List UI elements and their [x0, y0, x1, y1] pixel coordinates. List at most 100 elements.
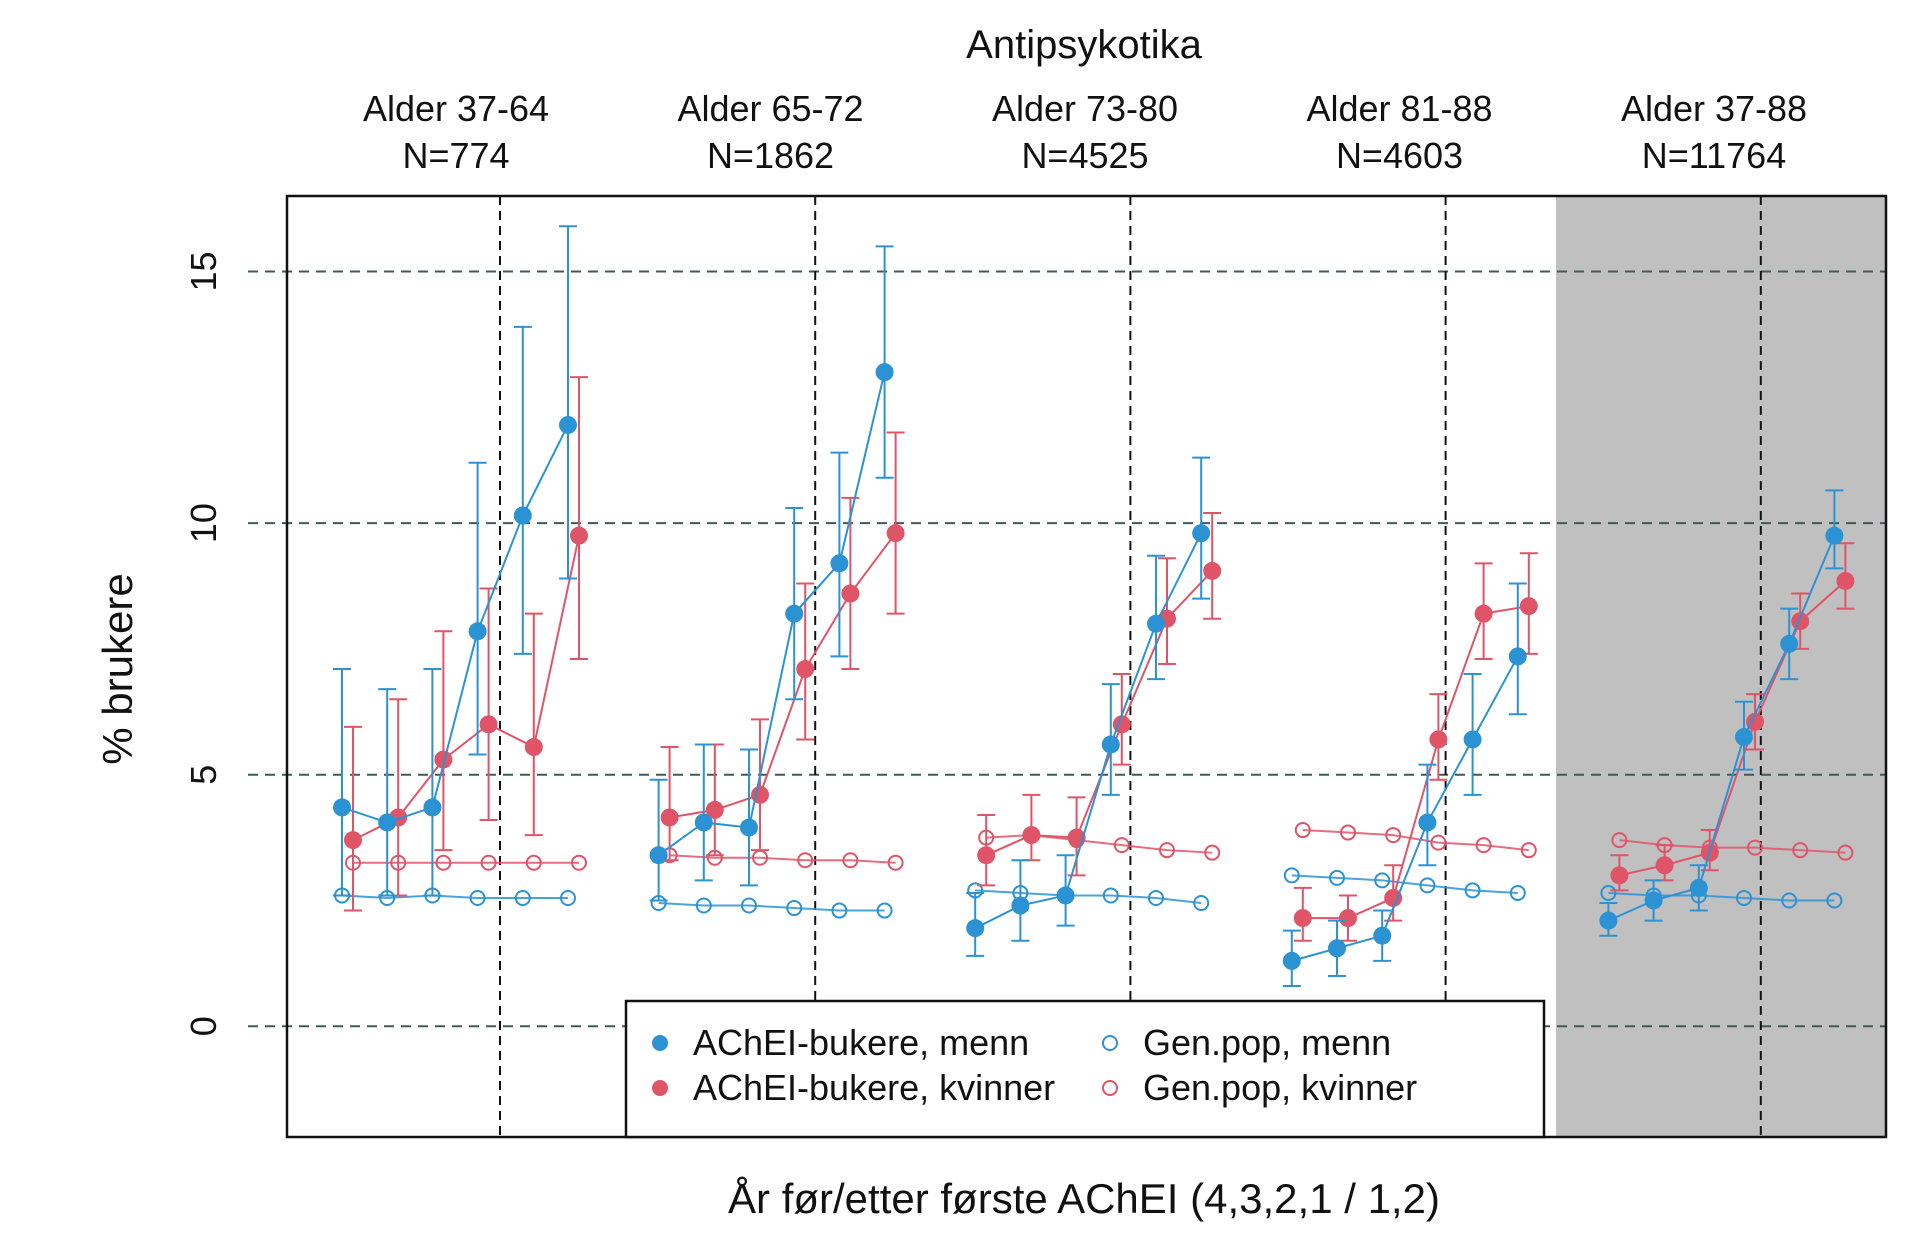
achei_menn-point: [378, 813, 397, 832]
achei_menn-point: [1328, 939, 1346, 958]
genpop_menn-point: [1102, 887, 1119, 904]
panel-age-label: Alder 65-72: [677, 88, 863, 129]
genpop_kvinner-point: [1159, 842, 1175, 859]
genpop_menn-point: [1826, 892, 1843, 909]
genpop_menn-point: [1600, 884, 1617, 901]
genpop_menn-point: [560, 889, 576, 906]
genpop_kvinner-point: [1340, 824, 1356, 841]
achei_menn-point: [1011, 896, 1030, 915]
achei_menn-point: [1735, 727, 1753, 746]
achei_kvinner-line: [985, 570, 1213, 857]
achei_kvinner-point: [1293, 909, 1312, 928]
achei_menn-line: [1291, 655, 1519, 962]
genpop_menn-point: [514, 889, 531, 906]
achei_kvinner-point: [1519, 597, 1538, 616]
genpop_kvinner-line: [986, 834, 1213, 854]
chart-title: Antipsykotika: [966, 23, 1202, 67]
genpop_kvinner-point: [1475, 837, 1492, 854]
panel-n-label: N=11764: [1642, 135, 1786, 176]
y-tick-label: 10: [183, 503, 224, 543]
genpop_menn-point: [1419, 877, 1436, 894]
achei_menn-point: [1101, 735, 1120, 754]
achei_menn-point: [966, 919, 985, 938]
achei_kvinner-point: [705, 800, 724, 819]
genpop_kvinner-point: [1294, 822, 1311, 839]
achei_kvinner-point: [1655, 856, 1674, 875]
y-tick-label: 0: [183, 1016, 224, 1036]
achei_kvinner-point: [524, 738, 543, 757]
genpop_kvinner-point: [1385, 827, 1402, 844]
legend-label: AChEI-bukere, kvinner: [693, 1067, 1055, 1108]
achei_menn-line: [658, 371, 886, 857]
genpop_menn-point: [786, 900, 803, 917]
achei_kvinner-point: [1022, 826, 1041, 845]
achei_kvinner-point: [1429, 730, 1448, 749]
panel-age-label: Alder 37-64: [363, 88, 549, 129]
genpop_menn-point: [1148, 889, 1164, 906]
achei_kvinner-point: [1203, 561, 1222, 580]
achei_menn-point: [1373, 926, 1392, 945]
achei_menn-point: [1599, 911, 1618, 930]
panel-n-label: N=4525: [1021, 135, 1148, 176]
achei_menn-point: [423, 798, 442, 817]
genpop_kvinner-point: [525, 854, 542, 871]
genpop_kvinner-point: [435, 854, 452, 871]
panel-age-label: Alder 81-88: [1306, 88, 1492, 129]
genpop_menn-point: [469, 889, 486, 906]
genpop_menn-point: [1283, 867, 1300, 884]
genpop_menn-point: [1193, 895, 1210, 912]
panel-age-label: Alder 73-80: [992, 88, 1178, 129]
genpop_kvinner-point: [1113, 837, 1130, 854]
genpop_kvinner-point: [887, 854, 904, 871]
achei_menn-point: [1780, 634, 1799, 653]
genpop_kvinner-point: [571, 854, 587, 871]
genpop_menn-point: [741, 897, 757, 914]
panel-n-label: N=4603: [1336, 135, 1463, 176]
y-tick-label: 5: [183, 765, 224, 785]
genpop_menn-line: [975, 889, 1202, 905]
genpop_menn-point: [831, 902, 848, 919]
genpop_kvinner-line: [1302, 829, 1529, 852]
genpop_kvinner-point: [1204, 844, 1221, 861]
achei_kvinner-point: [1384, 888, 1403, 907]
legend-label: Gen.pop, menn: [1143, 1022, 1391, 1063]
achei_menn-point: [1282, 951, 1301, 970]
x-axis-label: År før/etter første AChEI (4,3,2,1 / 1,2…: [728, 1175, 1440, 1222]
genpop_kvinner-point: [1430, 834, 1447, 851]
achei_kvinner-point: [570, 526, 588, 545]
genpop_menn-point: [876, 902, 893, 919]
genpop_menn-line: [341, 894, 568, 899]
genpop_kvinner-point: [797, 852, 814, 869]
legend-marker-genpop_kvinner: [1102, 1080, 1118, 1096]
achei_kvinner-point: [344, 831, 362, 850]
achei_menn-point: [740, 818, 758, 837]
panel-n-label: N=1862: [707, 135, 834, 176]
legend-marker-achei_kvinner: [652, 1080, 668, 1096]
achei_kvinner-point: [1791, 612, 1810, 631]
legend-box: [624, 999, 1546, 1139]
genpop_kvinner-point: [1520, 842, 1537, 859]
achei_menn-point: [1147, 614, 1165, 633]
genpop_kvinner-point: [1747, 839, 1763, 856]
achei_menn-point: [649, 846, 668, 865]
y-axis-label: % brukere: [94, 573, 141, 764]
highlighted-panel-background: [1556, 196, 1886, 1137]
achei_menn-point: [1689, 878, 1708, 897]
genpop_kvinner-point: [1792, 842, 1809, 859]
achei_menn-point: [513, 506, 532, 525]
achei_menn-point: [1644, 891, 1663, 910]
achei_menn-point: [333, 798, 351, 817]
achei_kvinner-point: [1339, 909, 1357, 928]
achei_menn-point: [694, 813, 713, 832]
achei_menn-point: [1463, 730, 1482, 749]
panel-age-label: Alder 37-88: [1621, 88, 1807, 129]
achei_kvinner-point: [886, 524, 905, 543]
achei_menn-point: [468, 622, 487, 641]
achei_kvinner-point: [1474, 604, 1493, 623]
genpop_menn-point: [695, 897, 712, 914]
legend-label: Gen.pop, kvinner: [1143, 1067, 1417, 1108]
legend-marker-genpop_menn: [1102, 1035, 1118, 1051]
genpop_kvinner-point: [842, 852, 859, 869]
achei_menn-point: [830, 554, 849, 573]
